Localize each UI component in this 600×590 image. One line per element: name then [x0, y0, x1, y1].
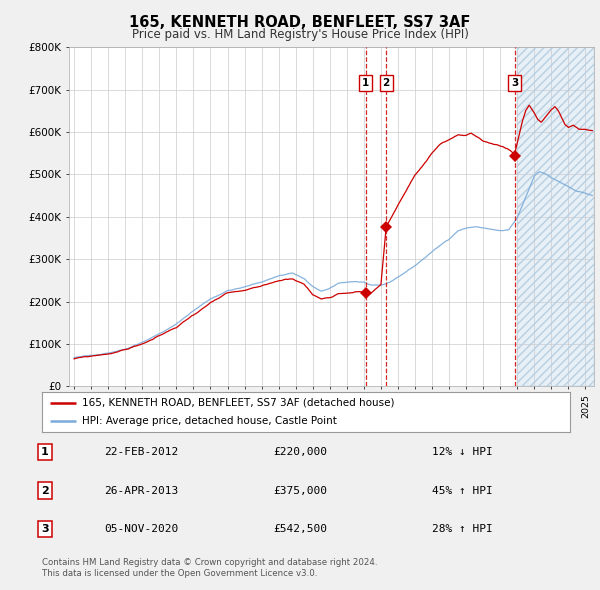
Text: £375,000: £375,000	[273, 486, 327, 496]
Text: HPI: Average price, detached house, Castle Point: HPI: Average price, detached house, Cast…	[82, 416, 337, 426]
Text: 2: 2	[383, 78, 390, 88]
Text: 1: 1	[41, 447, 49, 457]
Text: 26-APR-2013: 26-APR-2013	[104, 486, 178, 496]
Text: 165, KENNETH ROAD, BENFLEET, SS7 3AF: 165, KENNETH ROAD, BENFLEET, SS7 3AF	[130, 15, 470, 30]
Text: 3: 3	[41, 524, 49, 534]
Text: 45% ↑ HPI: 45% ↑ HPI	[431, 486, 493, 496]
Text: £220,000: £220,000	[273, 447, 327, 457]
Text: 22-FEB-2012: 22-FEB-2012	[104, 447, 178, 457]
Text: 28% ↑ HPI: 28% ↑ HPI	[431, 524, 493, 534]
Text: 165, KENNETH ROAD, BENFLEET, SS7 3AF (detached house): 165, KENNETH ROAD, BENFLEET, SS7 3AF (de…	[82, 398, 394, 408]
Text: 05-NOV-2020: 05-NOV-2020	[104, 524, 178, 534]
Text: Price paid vs. HM Land Registry's House Price Index (HPI): Price paid vs. HM Land Registry's House …	[131, 28, 469, 41]
Text: £542,500: £542,500	[273, 524, 327, 534]
Text: 3: 3	[511, 78, 518, 88]
Text: 1: 1	[362, 78, 370, 88]
Bar	[517, 47, 594, 386]
Text: Contains HM Land Registry data © Crown copyright and database right 2024.
This d: Contains HM Land Registry data © Crown c…	[42, 558, 377, 578]
Bar	[517, 47, 594, 386]
Text: 2: 2	[41, 486, 49, 496]
Text: 12% ↓ HPI: 12% ↓ HPI	[431, 447, 493, 457]
